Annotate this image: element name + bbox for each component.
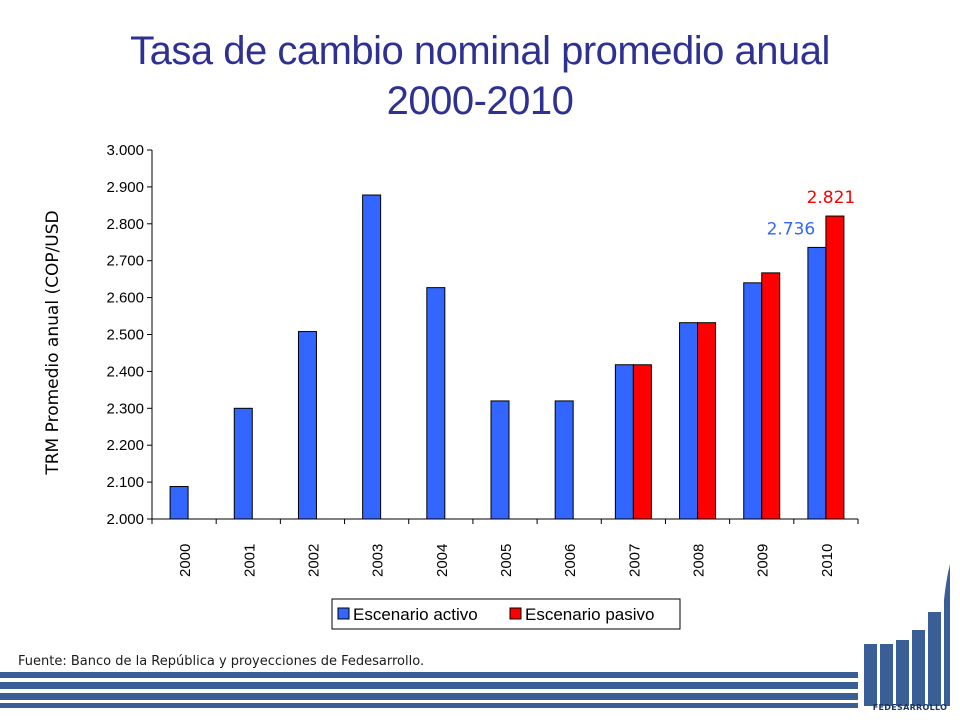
bar-escenario-activo xyxy=(362,194,382,520)
y-tick-label: 2.300 xyxy=(106,400,144,417)
bar-escenario-activo xyxy=(169,486,189,520)
x-tick-label: 2007 xyxy=(626,544,643,577)
x-tick-label: 2009 xyxy=(755,544,772,577)
footer-stripes xyxy=(0,672,858,708)
x-tick-label: 2000 xyxy=(177,544,194,577)
bar-escenario-activo xyxy=(426,287,446,520)
bar-escenario-activo xyxy=(554,400,574,520)
data-label: 2.821 xyxy=(807,188,856,208)
y-tick-label: 2.700 xyxy=(106,253,144,270)
y-tick-label: 3.000 xyxy=(106,142,144,159)
bar-escenario-activo xyxy=(743,282,763,520)
footer-stripe xyxy=(0,682,858,689)
x-tick-label: 2004 xyxy=(434,544,451,577)
y-tick-label: 2.200 xyxy=(106,437,144,454)
legend-box xyxy=(331,598,681,630)
title-line-2: 2000-2010 xyxy=(386,79,574,123)
x-tick-label: 2006 xyxy=(562,544,579,577)
y-tick-label: 2.400 xyxy=(106,363,144,380)
y-tick-label: 2.800 xyxy=(106,216,144,233)
legend-label-pasivo: Escenario pasivo xyxy=(525,605,654,624)
title-line-1: Tasa de cambio nominal promedio anual xyxy=(130,29,830,73)
y-tick-label: 2.100 xyxy=(106,474,144,491)
x-tick-label: 2010 xyxy=(819,544,836,577)
data-label: 2.736 xyxy=(767,219,816,239)
x-tick-label: 2005 xyxy=(498,544,515,577)
bar-escenario-pasivo xyxy=(632,364,652,520)
chart-title: Tasa de cambio nominal promedio anual 20… xyxy=(0,26,960,126)
bar-escenario-pasivo xyxy=(761,272,781,520)
bar-escenario-activo xyxy=(807,246,827,520)
bar-escenario-pasivo xyxy=(697,322,717,520)
legend-label-activo: Escenario activo xyxy=(353,605,478,624)
y-tick-label: 2.600 xyxy=(106,290,144,307)
footer-stripe xyxy=(0,693,858,700)
legend-swatch-activo xyxy=(337,607,350,620)
x-tick-label: 2003 xyxy=(370,544,387,577)
bar-escenario-activo xyxy=(490,400,510,520)
bar-escenario-activo xyxy=(297,331,317,520)
bar-escenario-pasivo xyxy=(825,215,845,520)
y-tick-label: 2.000 xyxy=(106,511,144,528)
footer-stripe xyxy=(0,672,858,678)
y-axis-label: TRM Promedio anual (COP/USD xyxy=(43,210,63,475)
y-tick-label: 2.900 xyxy=(106,179,144,196)
source-note: Fuente: Banco de la República y proyecci… xyxy=(18,654,425,669)
bar-escenario-activo xyxy=(233,407,253,520)
x-tick-label: 2002 xyxy=(305,544,322,577)
bar-escenario-activo xyxy=(614,364,634,520)
footer-stripe xyxy=(0,703,858,708)
y-tick-label: 2.500 xyxy=(106,327,144,344)
legend-swatch-pasivo xyxy=(509,607,522,620)
bar-escenario-activo xyxy=(679,322,699,520)
x-tick-label: 2001 xyxy=(241,544,258,577)
bar-chart: TRM Promedio anual (COP/USD 2.000 2.100 2.2… xyxy=(43,142,859,630)
fedesarrollo-logo xyxy=(861,564,950,706)
x-tick-label: 2008 xyxy=(691,544,708,577)
logo-text: FEDESARROLLO xyxy=(872,703,948,712)
